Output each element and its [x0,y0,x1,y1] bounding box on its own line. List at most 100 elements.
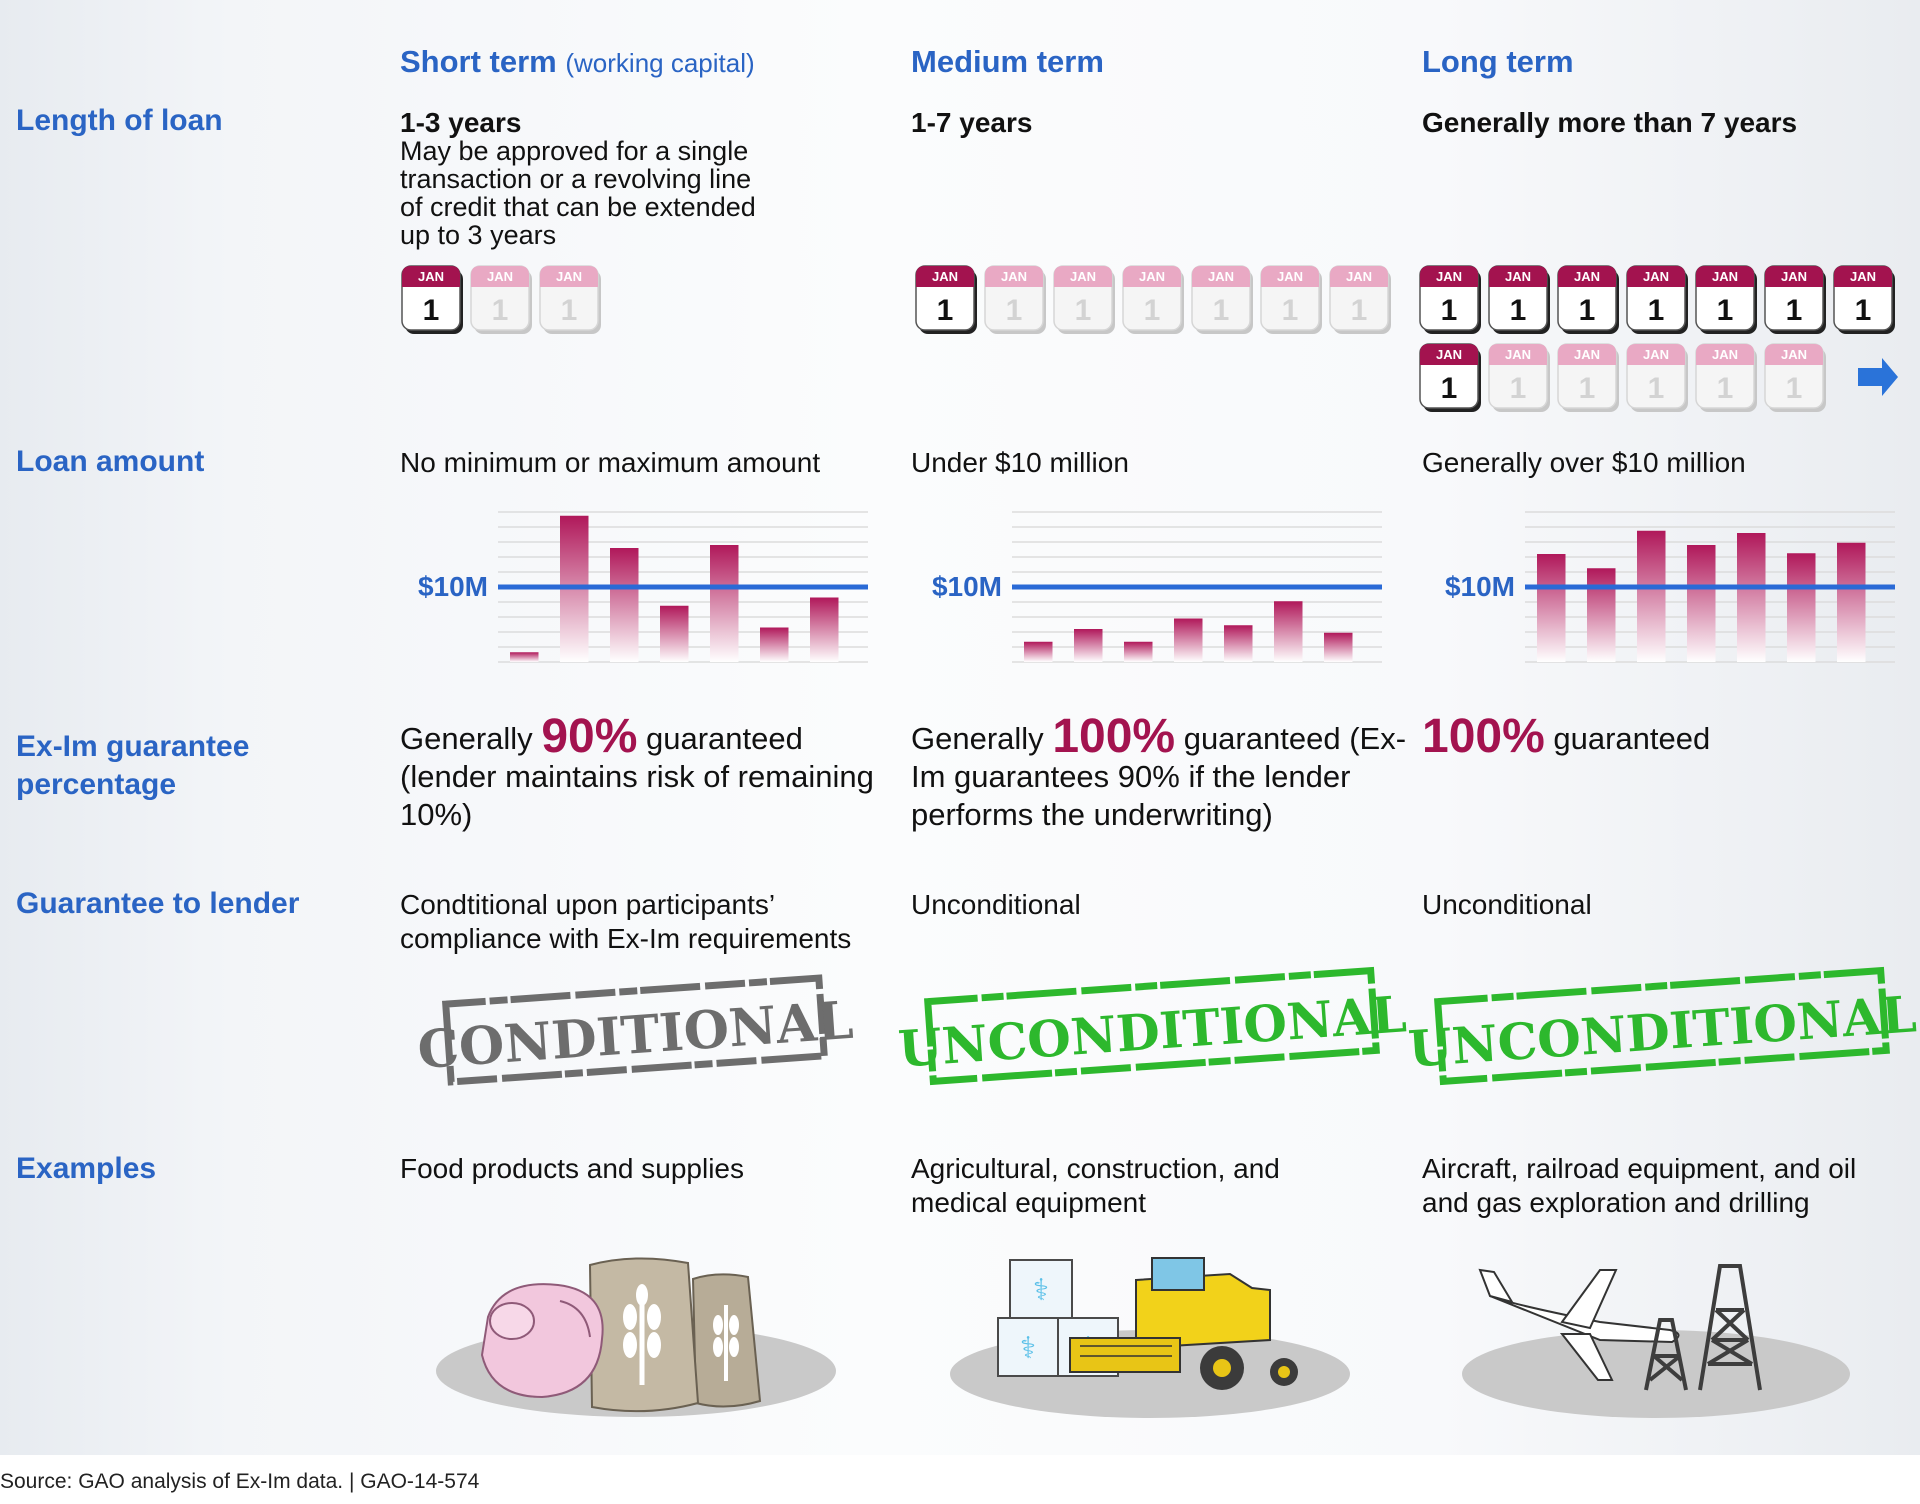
calendar-month-label: JAN [932,269,958,284]
guarantee-lender-medium: Unconditional [911,889,1081,920]
calendar-day-label: 1 [1510,372,1527,405]
calendar-icon-faded: JAN 1 [1557,343,1619,412]
calendar-icon: JAN 1 [1419,265,1481,334]
bar [1587,568,1616,662]
guarantee-pct-long: 100% guaranteed [1422,713,1902,761]
examples-short-text: Food products and supplies [400,1153,744,1184]
threshold-label: $10M [418,571,488,602]
calendar-icon-faded: JAN 1 [1329,265,1391,334]
guarantee-pct-medium-pre: Generally [911,721,1044,756]
bar [1637,530,1666,662]
row-label-guarantee-to-lender: Guarantee to lender [16,887,300,920]
calendar-day-label: 1 [1075,294,1092,327]
calendar-icon-faded: JAN 1 [1260,265,1322,334]
guarantee-pct-short-value: 90% [541,710,638,763]
calendar-month-label: JAN [1139,269,1165,284]
calendar-month-label: JAN [487,269,513,284]
row-label-amount: Loan amount [16,445,205,478]
row-label-examples: Examples [16,1152,157,1185]
calendar-day-label: 1 [1510,294,1527,327]
calendar-month-label: JAN [1346,269,1372,284]
calendar-month-label: JAN [1643,347,1669,362]
calendar-icon-faded: JAN 1 [470,265,532,334]
calendar-month-label: JAN [418,269,444,284]
grain-sack-icon [588,1257,700,1413]
conditional-stamp: CONDITIONAL [416,974,855,1086]
combine-harvester-icon [1069,1257,1298,1390]
unconditional-stamp-long: UNCONDITIONAL [1406,966,1918,1086]
calendar-icon-faded: JAN 1 [1053,265,1115,334]
column-header-short: Short term (working capital) [400,44,755,80]
calendar-icon-faded: JAN 1 [1488,343,1550,412]
bar [1074,629,1103,662]
calendar-icon-faded: JAN 1 [1764,343,1826,412]
guarantee-pct-medium-post: guaranteed [1183,721,1341,756]
calendar-day-label: 1 [1282,294,1299,327]
column-header-medium: Medium term [911,44,1104,79]
calendar-icon: JAN 1 [915,265,977,334]
bar [1124,641,1153,662]
guarantee-pct-long-value: 100% [1422,710,1545,763]
amount-short-text: No minimum or maximum amount [400,447,821,478]
calendar-day-label: 1 [1717,372,1734,405]
comparison-panel: Short term (working capital) Medium term… [0,0,1920,1455]
calendar-icon-faded: JAN 1 [539,265,601,334]
examples-long-text: Aircraft, railroad equipment, and oil an… [1422,1153,1857,1218]
column-subtitle-short: (working capital) [565,48,755,78]
food-products-illustration [436,1257,836,1417]
examples-medium-text: Agricultural, construction, and medical … [911,1153,1280,1218]
threshold-label: $10M [932,571,1002,602]
guarantee-lender-long: Unconditional [1422,889,1592,920]
calendar-icon: JAN 1 [1695,265,1757,334]
calendar-day-label: 1 [1213,294,1230,327]
calendar-month-label: JAN [1070,269,1096,284]
calendar-day-label: 1 [1441,294,1458,327]
length-short-desc-line: May be approved for a single [400,136,749,166]
guarantee-lender-short: Condtitional upon participants’ complian… [400,889,852,954]
calendar-icon: JAN 1 [1488,265,1550,334]
calendar-icon-faded: JAN 1 [1191,265,1253,334]
amount-long-text: Generally over $10 million [1422,447,1746,478]
bar [1537,554,1566,662]
poultry-icon [480,1283,604,1399]
calendar-icon: JAN 1 [1557,265,1619,334]
row-label-length: Length of loan [16,104,223,137]
loan-amount-chart-short: $10M [418,511,868,663]
calendar-day-label: 1 [1006,294,1023,327]
calendar-icon-faded: JAN 1 [1122,265,1184,334]
svg-text:⚕: ⚕ [1020,1332,1036,1365]
calendar-icon: JAN 1 [1419,343,1481,412]
bar [1024,641,1053,662]
calendar-day-label: 1 [1717,294,1734,327]
calendar-icon-faded: JAN 1 [1695,343,1757,412]
continuation-arrow-icon [1858,358,1898,396]
calendar-day-label: 1 [492,294,509,327]
length-long-years: Generally more than 7 years [1422,107,1798,138]
calendar-month-label: JAN [1505,347,1531,362]
calendar-day-label: 1 [1786,372,1803,405]
guarantee-pct-medium: Generally 100% guaranteed (Ex-Im guarant… [911,713,1411,834]
bar [810,597,839,662]
column-title-short: Short term [400,44,557,79]
calendar-icon: JAN 1 [1833,265,1895,334]
bar [1837,542,1866,662]
calendar-month-label: JAN [1436,269,1462,284]
length-short-desc-line: up to 3 years [400,220,557,250]
calendar-icon-faded: JAN 1 [984,265,1046,334]
calendar-day-label: 1 [1648,372,1665,405]
bar [710,545,739,662]
loan-amount-chart-long: $10M [1445,511,1895,663]
calendar-month-label: JAN [1643,269,1669,284]
calendar-month-label: JAN [1436,347,1462,362]
bar [1737,533,1766,662]
calendar-month-label: JAN [1850,269,1876,284]
calendar-day-label: 1 [1786,294,1803,327]
equipment-illustration: ⚕ ⚕ ⚕ [950,1257,1350,1418]
unconditional-stamp-medium: UNCONDITIONAL [896,966,1408,1086]
loan-amount-chart-medium: $10M [932,511,1382,663]
calendar-day-label: 1 [1144,294,1161,327]
calendar-day-label: 1 [1855,294,1872,327]
bar [760,627,789,662]
bar [1324,632,1353,662]
guarantee-pct-medium-value: 100% [1052,710,1176,763]
